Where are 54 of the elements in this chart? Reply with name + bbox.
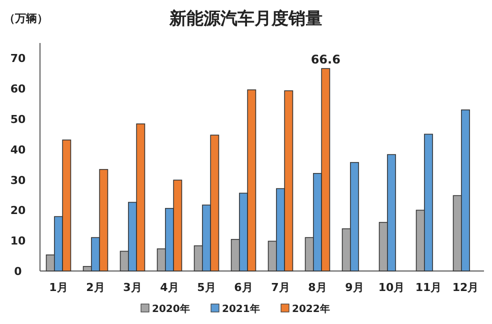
x-tick-label: 8月 <box>308 281 327 294</box>
x-tick-label: 4月 <box>160 281 179 294</box>
data-label: 66.6 <box>310 52 340 67</box>
y-tick-label: 70 <box>10 52 26 66</box>
x-tick-label: 12月 <box>452 281 479 294</box>
x-tick-label: 6月 <box>234 281 253 294</box>
x-tick-label: 10月 <box>378 281 405 294</box>
bar <box>424 134 433 272</box>
y-tick-label: 60 <box>10 82 26 96</box>
bar <box>342 228 351 272</box>
bar <box>173 180 182 272</box>
bar <box>284 90 294 272</box>
bar <box>313 173 322 272</box>
y-tick-label: 10 <box>10 234 26 248</box>
x-tick-label: 1月 <box>49 281 68 294</box>
x-tick-label: 5月 <box>197 281 216 294</box>
bar <box>62 140 72 272</box>
bar <box>378 222 388 272</box>
bar <box>321 68 330 272</box>
legend-label: 2020年 <box>152 303 190 315</box>
y-tick-label: 30 <box>10 174 26 187</box>
bar <box>82 266 92 272</box>
x-tick-label: 2月 <box>86 281 105 294</box>
bar <box>276 188 285 272</box>
x-tick-label: 7月 <box>271 281 290 294</box>
bar <box>91 237 100 272</box>
y-tick-label: 40 <box>10 143 26 156</box>
bar <box>156 248 166 272</box>
y-axis-title: （万辆） <box>4 12 48 25</box>
bar <box>387 154 396 272</box>
chart-title: 新能源汽车月度销量 <box>168 9 322 29</box>
bar <box>99 169 108 272</box>
bar <box>350 162 359 272</box>
y-tick-label: 50 <box>10 113 26 126</box>
bar <box>165 208 174 272</box>
bar <box>304 237 314 272</box>
bar <box>210 134 220 272</box>
x-tick-label: 3月 <box>123 281 142 294</box>
bar <box>247 89 256 272</box>
bar <box>128 202 137 272</box>
x-tick-label: 9月 <box>345 281 364 294</box>
bar <box>452 195 462 272</box>
y-tick-label: 20 <box>10 204 26 218</box>
bar <box>230 238 240 272</box>
bar <box>136 123 146 272</box>
bar <box>194 245 203 272</box>
bar <box>54 216 63 272</box>
y-tick-label: 0 <box>14 265 22 278</box>
bar <box>46 254 55 272</box>
bar <box>461 109 470 272</box>
bar <box>202 204 211 272</box>
legend-label: 2022年 <box>292 303 330 315</box>
x-tick-label: 11月 <box>415 281 442 294</box>
legend-label: 2021年 <box>222 303 260 315</box>
